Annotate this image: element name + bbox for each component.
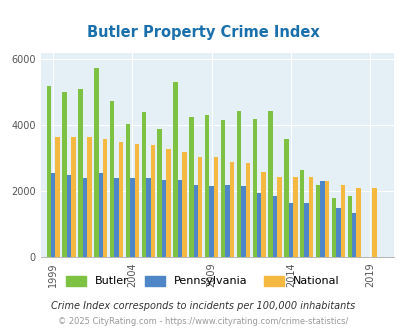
Bar: [189, 117, 193, 257]
Bar: [351, 213, 356, 257]
Bar: [173, 82, 177, 257]
Bar: [166, 149, 171, 257]
Bar: [67, 175, 71, 257]
Bar: [134, 144, 139, 257]
Bar: [324, 181, 328, 257]
Bar: [87, 137, 92, 257]
Bar: [347, 196, 351, 257]
Text: © 2025 CityRating.com - https://www.cityrating.com/crime-statistics/: © 2025 CityRating.com - https://www.city…: [58, 317, 347, 326]
Bar: [114, 178, 119, 257]
Bar: [229, 162, 234, 257]
Bar: [308, 177, 313, 257]
Bar: [198, 157, 202, 257]
Bar: [78, 89, 83, 257]
Bar: [55, 137, 60, 257]
Bar: [304, 203, 308, 257]
Bar: [62, 92, 67, 257]
Legend: Butler, Pennsylvania, National: Butler, Pennsylvania, National: [62, 271, 343, 291]
Bar: [126, 124, 130, 257]
Bar: [340, 185, 344, 257]
Bar: [268, 111, 272, 257]
Bar: [299, 170, 304, 257]
Bar: [241, 186, 245, 257]
Bar: [193, 185, 198, 257]
Bar: [209, 186, 213, 257]
Bar: [225, 185, 229, 257]
Bar: [335, 208, 340, 257]
Bar: [98, 173, 103, 257]
Bar: [177, 180, 182, 257]
Bar: [356, 188, 360, 257]
Bar: [119, 142, 123, 257]
Bar: [157, 129, 162, 257]
Bar: [130, 178, 134, 257]
Bar: [288, 203, 292, 257]
Bar: [292, 177, 297, 257]
Bar: [94, 68, 98, 257]
Bar: [272, 196, 277, 257]
Bar: [150, 145, 155, 257]
Bar: [47, 86, 51, 257]
Bar: [213, 157, 218, 257]
Bar: [371, 188, 376, 257]
Bar: [245, 163, 249, 257]
Bar: [320, 182, 324, 257]
Bar: [284, 139, 288, 257]
Bar: [71, 137, 76, 257]
Bar: [146, 178, 150, 257]
Bar: [205, 115, 209, 257]
Text: Butler Property Crime Index: Butler Property Crime Index: [86, 25, 319, 40]
Bar: [103, 139, 107, 257]
Bar: [110, 101, 114, 257]
Bar: [252, 119, 256, 257]
Bar: [261, 172, 265, 257]
Bar: [236, 111, 241, 257]
Bar: [315, 185, 320, 257]
Text: Crime Index corresponds to incidents per 100,000 inhabitants: Crime Index corresponds to incidents per…: [51, 301, 354, 311]
Bar: [141, 112, 146, 257]
Bar: [256, 193, 261, 257]
Bar: [277, 177, 281, 257]
Bar: [162, 180, 166, 257]
Bar: [220, 120, 225, 257]
Bar: [83, 178, 87, 257]
Bar: [182, 152, 186, 257]
Bar: [331, 198, 335, 257]
Bar: [51, 173, 55, 257]
